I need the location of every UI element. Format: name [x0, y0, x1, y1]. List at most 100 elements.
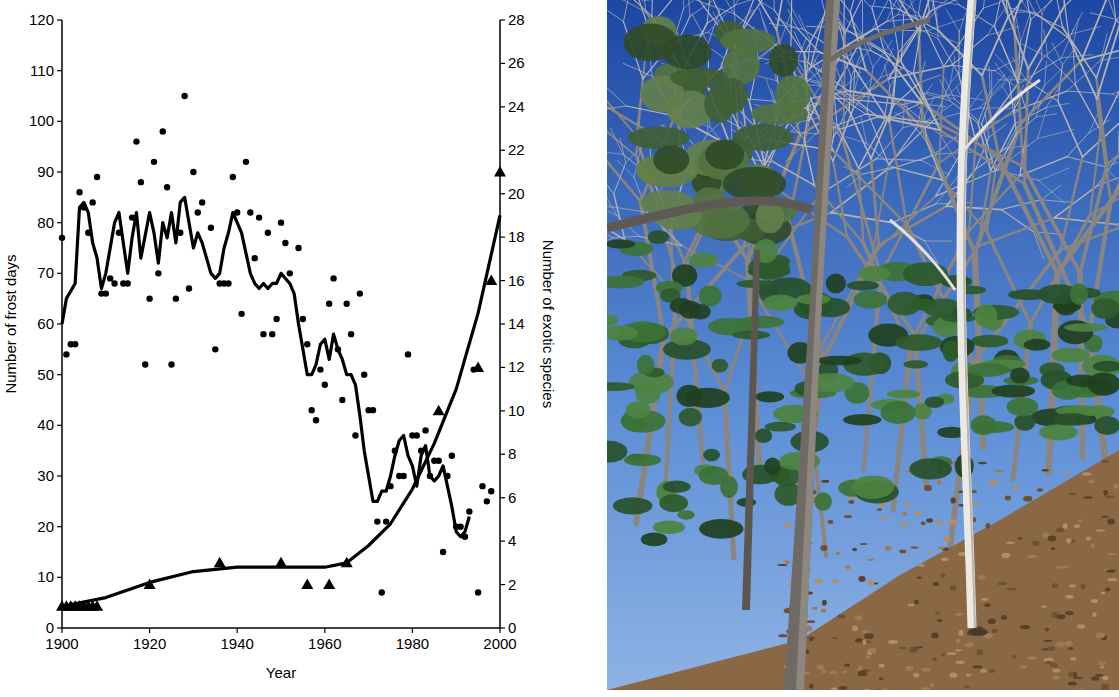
photo-branch [867, 143, 893, 167]
photo-leaf [948, 519, 957, 525]
dot-point [173, 295, 179, 301]
photo-leaf [956, 639, 961, 644]
y2-tick-label: 0 [508, 619, 516, 636]
series-line [62, 197, 469, 536]
photo-shrub [699, 519, 743, 539]
photo-branch [992, 76, 1011, 94]
y2-tick [500, 541, 505, 542]
photo-birch-shade [964, 0, 975, 628]
photo-leaf [1032, 541, 1039, 547]
photo-shrub [712, 359, 729, 373]
photo-leaf [862, 639, 866, 644]
photo-shrub [887, 390, 921, 399]
photo-branch [925, 116, 927, 141]
photo-ground [607, 450, 1119, 690]
photo-leaf [1037, 488, 1044, 491]
photo-branch [1038, 109, 1047, 139]
photo-leaf [1027, 656, 1037, 660]
photo-leaf [901, 522, 908, 526]
dot-point [164, 184, 170, 190]
photo-branch [798, 29, 819, 52]
photo-branch [621, 0, 651, 16]
photo-evergreen [623, 16, 810, 245]
y-tick-label: 60 [37, 315, 54, 332]
y2-tick [500, 150, 505, 151]
photo-branch [1064, 0, 1069, 39]
photo-branch [788, 10, 798, 29]
photo-leaf [947, 652, 956, 655]
photo-leaf [1052, 676, 1060, 680]
photo-leaf [1027, 555, 1037, 558]
photo-branch [945, 78, 955, 99]
photo-leaf [918, 564, 925, 567]
dot-point [287, 270, 293, 276]
photo-shrub [653, 520, 685, 534]
photo-shrub [880, 401, 915, 424]
x-tick [412, 628, 413, 633]
photo-branch [617, 160, 634, 177]
photo-foliage [775, 75, 810, 112]
photo-branch [706, 0, 734, 14]
photo-leaf [971, 490, 977, 493]
x-tick-label: 1940 [221, 635, 254, 652]
photo-branch [943, 0, 959, 5]
photo-shrub [689, 304, 710, 320]
photo-shrub [1051, 348, 1089, 363]
photo-leaf [778, 634, 787, 637]
photo-foliage [723, 167, 786, 201]
y-tick-label: 110 [30, 62, 54, 79]
photo-branch [611, 207, 647, 213]
photo-leaf [916, 646, 923, 648]
photo-branch [925, 240, 951, 241]
photo-branch [848, 91, 922, 103]
photo-branch [1028, 7, 1064, 69]
photo-shrub [635, 384, 660, 404]
photo-leaf [1042, 469, 1050, 472]
photo-shrub [847, 281, 879, 291]
photo-branch [853, 69, 854, 108]
photo-branch [607, 196, 611, 207]
triangle-point [494, 166, 506, 177]
dot-point [133, 138, 139, 144]
x-tick [324, 628, 325, 633]
photo-branch [1024, 184, 1089, 333]
photo-leaf [1063, 523, 1068, 529]
photo-shrub [1039, 424, 1078, 440]
photo-leaf [985, 523, 990, 529]
y2-tick [500, 627, 505, 628]
photo-branch [1009, 8, 1035, 13]
y-tick-label: 70 [37, 264, 54, 281]
photo-leaf [972, 502, 978, 505]
photo-shrub [765, 422, 796, 432]
photo-shrub [1008, 289, 1048, 300]
photo-leaf [905, 503, 910, 508]
photo-leaf [941, 558, 949, 561]
y-tick [57, 222, 62, 223]
dot-point [361, 371, 367, 377]
photo-shrub [677, 385, 702, 407]
photo-leaf [832, 579, 838, 583]
photo-leaf [1020, 625, 1030, 629]
photo-branch [1020, 60, 1081, 123]
photo-leaf [1023, 496, 1032, 502]
photo-shrub [755, 428, 772, 443]
photo-leaf [1096, 632, 1105, 638]
dot-point [414, 432, 420, 438]
photo-shrub [703, 449, 720, 462]
dot-point [160, 128, 166, 134]
dot-point [63, 351, 69, 357]
photo-leaf [1107, 578, 1117, 581]
y2-tick [500, 19, 505, 20]
y-tick [57, 19, 62, 20]
photo-leaf [937, 619, 943, 622]
dot-point [168, 361, 174, 367]
photo-foliage [733, 124, 793, 151]
photo-branch [846, 93, 878, 117]
photo-leaf [1001, 615, 1007, 620]
photo-shrub [613, 497, 653, 514]
dot-point [252, 255, 258, 261]
photo-branch [1111, 112, 1119, 201]
photo-leaf [888, 640, 898, 644]
photo-leaf [1061, 566, 1069, 568]
photo-leaf [899, 549, 906, 553]
